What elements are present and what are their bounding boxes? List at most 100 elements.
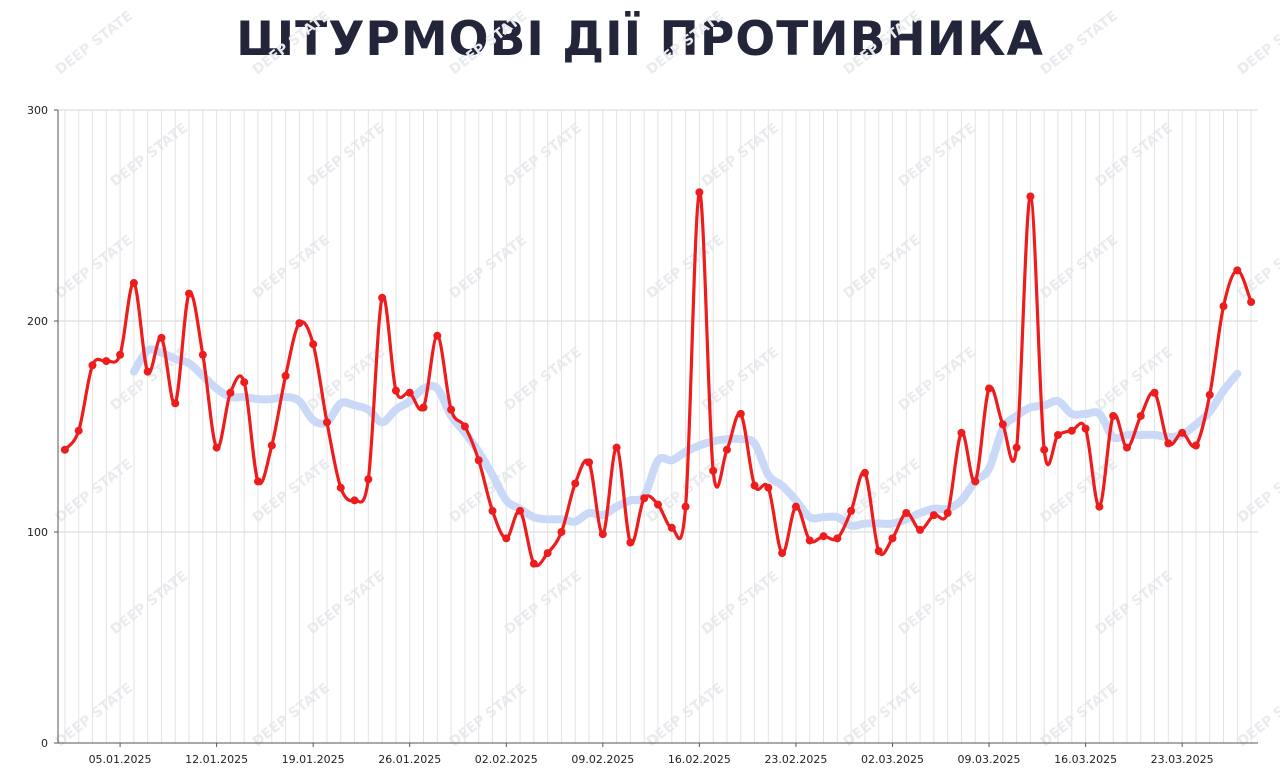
data-point	[88, 361, 97, 370]
data-point	[281, 371, 290, 380]
data-point	[364, 475, 373, 484]
data-point	[736, 409, 745, 418]
data-point	[157, 333, 166, 342]
data-point	[1067, 426, 1076, 435]
data-point	[419, 403, 428, 412]
data-point	[1095, 502, 1104, 511]
chart-axes: 0 100 200 300 05.01.2025 12.01.2025 19.01.2025…	[27, 104, 1258, 766]
watermark-text: DEEP STATE	[896, 120, 979, 190]
series-line-average	[129, 345, 1242, 530]
data-point	[378, 293, 387, 302]
data-point	[1026, 192, 1035, 201]
data-point	[502, 534, 511, 543]
data-point	[267, 441, 276, 450]
data-point	[102, 357, 111, 366]
watermark-text: DEEP STATE	[1093, 568, 1176, 638]
x-tick-label: 02.02.2025	[475, 753, 538, 766]
data-point	[116, 350, 125, 359]
data-point	[143, 367, 152, 376]
watermark-text: DEEP STATE	[250, 680, 333, 750]
watermark-text: DEEP STATE	[841, 680, 924, 750]
data-point	[405, 388, 414, 397]
watermark-text: DEEP STATE	[502, 344, 585, 414]
watermark-text: DEEP STATE	[250, 232, 333, 302]
data-point	[1164, 439, 1173, 448]
watermark-text: DEEP STATE	[896, 568, 979, 638]
watermark-text: DEEP STATE	[1235, 8, 1280, 78]
data-point	[254, 477, 262, 486]
data-point	[309, 340, 318, 349]
x-tick-label: 09.02.2025	[571, 753, 634, 766]
data-point	[709, 466, 718, 475]
data-point	[598, 530, 607, 539]
data-point	[1012, 443, 1021, 452]
data-point	[1178, 428, 1187, 437]
data-point	[185, 289, 194, 298]
watermark-text: DEEP STATE	[841, 232, 924, 302]
x-tick-label: 16.02.2025	[668, 753, 731, 766]
data-point	[198, 350, 207, 359]
watermark-text: DEEP STATE	[1038, 232, 1121, 302]
watermark-text: DEEP STATE	[1093, 120, 1176, 190]
y-tick-label: 0	[41, 737, 48, 750]
y-tick-label: 100	[27, 526, 48, 539]
data-point	[929, 511, 938, 520]
data-point	[391, 386, 400, 395]
watermark-text: DEEP STATE	[305, 568, 388, 638]
data-point	[1150, 388, 1159, 397]
watermark-text: DEEP STATE	[1235, 232, 1280, 302]
data-point	[529, 559, 538, 568]
data-point	[902, 509, 911, 518]
data-point	[171, 399, 180, 408]
data-point	[985, 384, 994, 393]
watermark-text: DEEP STATE	[305, 120, 388, 190]
data-point	[667, 523, 676, 532]
data-point	[654, 500, 662, 509]
data-point	[433, 331, 442, 340]
data-point	[1191, 441, 1200, 450]
data-point	[833, 534, 842, 543]
data-point	[888, 534, 897, 543]
data-point	[943, 509, 952, 518]
data-point	[60, 445, 69, 454]
watermark-text: DEEP STATE	[447, 680, 530, 750]
watermark-text: DEEP STATE	[447, 232, 530, 302]
data-point	[1040, 445, 1049, 454]
x-tick-label: 09.03.2025	[958, 753, 1021, 766]
watermark-text: DEEP STATE	[1235, 456, 1280, 526]
x-tick-label: 05.01.2025	[89, 753, 152, 766]
data-point	[571, 479, 580, 488]
data-point	[805, 536, 814, 545]
watermark-text: DEEP STATE	[250, 8, 333, 78]
watermark-text: DEEP STATE	[1038, 456, 1121, 526]
chart-title: ШТУРМОВІ ДІЇ ПРОТИВНИКА	[236, 12, 1044, 67]
data-point	[860, 468, 869, 477]
x-tick-label: 02.03.2025	[861, 753, 924, 766]
data-point	[585, 458, 594, 467]
x-tick-label: 23.03.2025	[1151, 753, 1214, 766]
watermark-text: DEEP STATE	[841, 8, 924, 78]
watermark-text: DEEP STATE	[502, 120, 585, 190]
data-point	[1136, 411, 1145, 420]
data-point	[212, 443, 221, 452]
data-point	[74, 426, 83, 435]
data-point	[1122, 443, 1131, 452]
data-point	[460, 422, 469, 431]
data-point	[543, 549, 552, 558]
data-point	[764, 483, 773, 492]
watermark-text: DEEP STATE	[644, 8, 727, 78]
data-point	[1081, 424, 1090, 433]
data-point	[1233, 266, 1242, 275]
x-tick-label: 26.01.2025	[378, 753, 441, 766]
data-point	[791, 502, 800, 511]
data-point	[750, 481, 759, 490]
data-point	[488, 506, 497, 515]
data-point	[819, 532, 828, 541]
data-point	[971, 477, 980, 486]
data-point	[295, 319, 304, 328]
chart-grid	[58, 109, 1258, 744]
watermark-text: DEEP STATE	[896, 344, 979, 414]
data-point	[695, 188, 704, 197]
series-layer	[60, 188, 1256, 568]
